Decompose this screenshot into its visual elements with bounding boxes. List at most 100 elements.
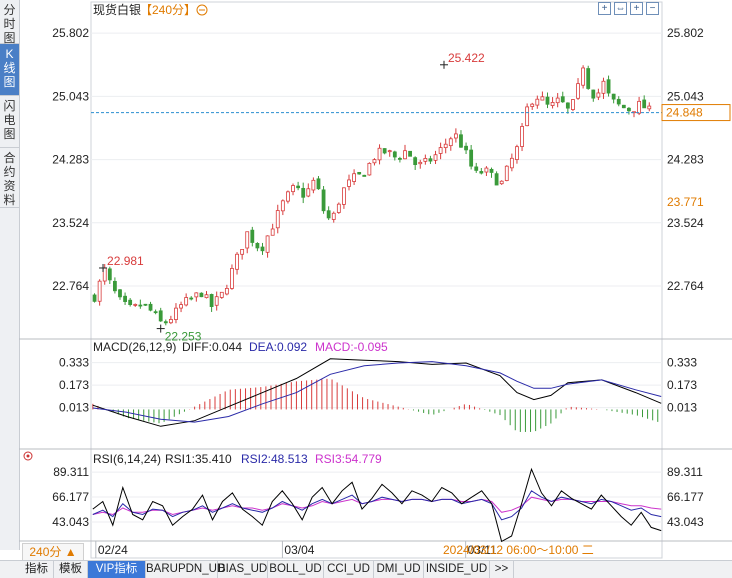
candle-body — [627, 107, 631, 112]
candle-body — [194, 292, 199, 298]
candle-body — [423, 158, 428, 162]
macd-axis: 0.333 0.333 0.173 0.173 0.013 0.013 — [59, 356, 697, 415]
candle-body — [418, 161, 423, 165]
candle-body — [184, 297, 189, 306]
candle-body — [92, 294, 97, 302]
candle-body — [601, 80, 606, 94]
candle-body — [576, 83, 580, 99]
annotation-low: 22.253 — [165, 330, 202, 344]
bottom-tab-1[interactable]: 模板 — [54, 561, 88, 578]
candle-body — [321, 189, 326, 212]
sidebar-tab-0[interactable]: 分时图 — [0, 0, 19, 45]
y-tick-left: 25.802 — [52, 26, 89, 40]
rsi-tick-right: 43.043 — [667, 515, 704, 529]
zoom-out-icon[interactable]: − — [646, 2, 659, 15]
candle-body — [128, 299, 133, 305]
candle-body — [311, 179, 316, 191]
candle-body — [316, 178, 321, 190]
candle-body — [291, 185, 295, 193]
macd-legend: MACD(26,12,9) DIFF:0.044 DEA:0.092 MACD:… — [93, 340, 388, 354]
fit-icon[interactable]: ⇔ — [614, 2, 627, 15]
period-settings-icon[interactable] — [196, 4, 208, 16]
bottom-tab-2[interactable]: VIP指标 — [88, 561, 146, 578]
candle-body — [123, 295, 127, 302]
candle-body — [265, 235, 270, 253]
candle-body — [286, 191, 290, 202]
candle-body — [637, 100, 641, 114]
candle-body — [158, 310, 163, 322]
rsi-tick-left: 66.177 — [52, 490, 89, 504]
candle-body — [342, 187, 346, 205]
candle-body — [240, 249, 245, 255]
y-tick-left: 24.283 — [52, 153, 89, 167]
candle-body — [260, 246, 265, 252]
sidebar-tab-1[interactable]: K线图 — [0, 44, 19, 96]
candle-body — [367, 162, 372, 176]
rsi-settings-icon[interactable] — [23, 451, 33, 461]
rsi2-value: RSI2:48.513 — [241, 452, 308, 466]
candle-body — [143, 303, 148, 306]
candle-body — [97, 280, 102, 302]
bottom-tab-3[interactable]: BARUPDN_UD — [146, 561, 225, 578]
bottom-tab-7[interactable]: DMI_UD — [374, 561, 424, 578]
candle-body — [387, 150, 392, 153]
candle-body — [581, 67, 586, 86]
y-tick-left: 25.043 — [52, 89, 89, 103]
period-button[interactable]: 240分 ▲ — [22, 543, 84, 561]
candle-body — [489, 168, 494, 173]
macd-tick-right: 0.173 — [667, 378, 697, 392]
candle-body — [535, 98, 540, 106]
bottom-tab-4[interactable]: BIAS_UD — [218, 561, 268, 578]
candle-body — [540, 96, 545, 101]
candle-body — [398, 157, 402, 160]
hover-time: 2024/03/12 06:00～10:00 二 — [443, 543, 594, 557]
side-price-label: 23.771 — [667, 195, 704, 209]
chart-area[interactable]: 现货白银 【240分】 25.802 25.802 25.043 25.043 24.2… — [19, 0, 732, 560]
candle-body — [209, 294, 214, 307]
rsi2-line — [92, 490, 662, 521]
zoom-in-icon[interactable]: + — [630, 2, 643, 15]
candle-body — [621, 104, 626, 109]
macd-tick-left: 0.173 — [59, 378, 89, 392]
candle-body — [550, 102, 555, 106]
bottom-tab-8[interactable]: INSIDE_UD — [424, 561, 490, 578]
candle-body — [591, 89, 596, 99]
chart-title: 现货白银 — [93, 2, 141, 17]
bottom-tab-6[interactable]: CCI_UD — [324, 561, 374, 578]
y-tick-right: 23.524 — [667, 216, 704, 230]
bottom-tab-5[interactable]: BOLL_UD — [268, 561, 324, 578]
rsi-tick-right: 66.177 — [667, 490, 704, 504]
candle-body — [133, 303, 138, 306]
candle-body — [336, 203, 341, 213]
rsi3-value: RSI3:54.779 — [315, 452, 382, 466]
candle-body — [438, 147, 443, 154]
candle-body — [392, 151, 397, 158]
y-tick-right: 22.764 — [667, 279, 704, 293]
candle-body — [647, 105, 652, 110]
sidebar-tab-3[interactable]: 合约资料 — [0, 148, 19, 208]
sidebar: 分时图 K线图 闪电图 合约资料 — [0, 0, 20, 550]
candle-body — [433, 154, 438, 161]
cross-icon[interactable]: + — [598, 2, 611, 15]
candle-body — [138, 304, 143, 307]
y-tick-right: 25.043 — [667, 89, 704, 103]
macd-tick-left: 0.333 — [59, 356, 89, 370]
macd-value: MACD:-0.095 — [315, 340, 388, 354]
macd-dea: DEA:0.092 — [249, 340, 307, 354]
x-label: 03/11 — [468, 543, 497, 557]
candle-body — [296, 185, 301, 189]
bottom-tab-0[interactable]: 指标 — [20, 561, 54, 578]
sidebar-tab-2[interactable]: 闪电图 — [0, 96, 19, 148]
bottom-tab-9[interactable]: >> — [490, 561, 514, 578]
x-label: 03/04 — [284, 543, 314, 557]
candle-body — [515, 146, 519, 160]
candle-body — [189, 297, 194, 300]
candle-body — [214, 296, 219, 306]
rsi-legend: RSI(6,14,24) RSI1:35.410 RSI2:48.513 RSI… — [23, 451, 382, 466]
candle-body — [494, 173, 499, 186]
candle-body — [235, 253, 239, 270]
candle-body — [102, 267, 107, 282]
candle-body — [107, 268, 112, 281]
candle-body — [499, 180, 504, 185]
candle-body — [362, 174, 367, 177]
